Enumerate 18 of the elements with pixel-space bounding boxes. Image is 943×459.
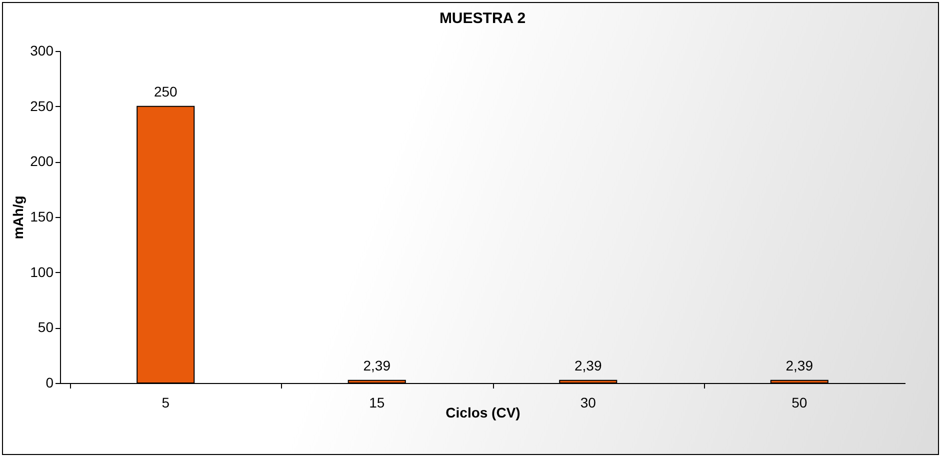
y-axis-title: mAh/g — [10, 196, 26, 240]
y-tick-label: 200 — [30, 153, 54, 170]
chart-title: MUESTRA 2 — [439, 10, 526, 27]
data-label: 2,39 — [363, 357, 391, 374]
x-tick-label: 5 — [162, 394, 170, 410]
x-tick-label: 30 — [580, 394, 596, 410]
y-tick-label: 250 — [30, 98, 54, 114]
y-tick-label: 100 — [30, 264, 54, 280]
y-tick-label: 50 — [38, 319, 54, 336]
x-tick-label: 50 — [792, 394, 808, 410]
y-tick-label: 0 — [46, 374, 54, 390]
data-label: 2,39 — [786, 357, 814, 374]
x-tick-label: 15 — [369, 394, 385, 410]
x-axis-title: Ciclos (CV) — [446, 404, 520, 420]
data-label: 2,39 — [574, 357, 602, 374]
y-tick-label: 300 — [30, 42, 54, 58]
data-label: 250 — [154, 83, 178, 100]
y-tick-label: 150 — [30, 208, 54, 224]
